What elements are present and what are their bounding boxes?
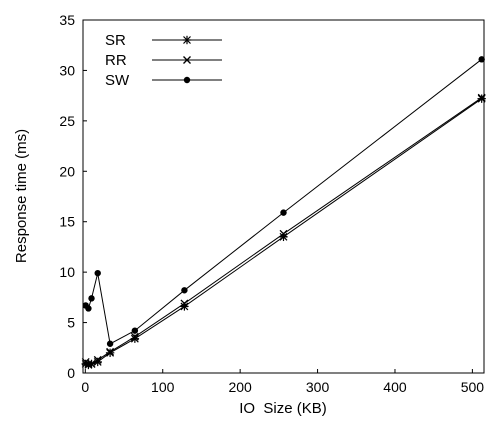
legend-item-sw: SW xyxy=(105,72,222,89)
data-point-sr xyxy=(105,348,115,358)
data-point-sw xyxy=(85,305,92,312)
plot-area-border xyxy=(82,19,485,374)
data-point-rr xyxy=(180,299,189,308)
data-point-rr xyxy=(130,332,139,341)
y-tick-label: 25 xyxy=(59,113,75,129)
plot-frame xyxy=(82,19,485,374)
x-axis: 0 100 200 300 400 500 xyxy=(81,369,484,395)
data-point-sr xyxy=(130,334,140,343)
data-point-sw xyxy=(280,209,287,216)
legend-marker-rr xyxy=(183,56,191,64)
legend-item-rr: RR xyxy=(105,52,222,69)
data-point-sw xyxy=(478,56,485,63)
legend-label-sw: SW xyxy=(105,72,130,89)
y-axis: 0 5 10 15 20 25 30 35 xyxy=(59,12,87,381)
data-point-sw xyxy=(94,269,101,277)
legend-marker-sr xyxy=(182,35,192,45)
x-tick-label: 300 xyxy=(306,379,330,395)
legend-item-sr: SR xyxy=(105,32,222,49)
y-tick-label: 0 xyxy=(67,365,75,381)
y-tick-label: 30 xyxy=(59,62,75,78)
y-tick-label: 35 xyxy=(59,12,75,28)
data-point-sw xyxy=(181,287,188,294)
data-point-sw xyxy=(106,340,114,347)
x-axis-title: IO Size (KB) xyxy=(239,400,327,417)
y-tick-label: 20 xyxy=(59,163,75,179)
series-markers xyxy=(81,56,486,370)
data-point-sw xyxy=(131,327,139,334)
x-tick-label: 200 xyxy=(228,379,252,395)
x-tick-label: 0 xyxy=(81,379,89,395)
x-tick-label: 400 xyxy=(383,379,407,395)
series-line-rr xyxy=(85,97,482,365)
legend-label-rr: RR xyxy=(105,52,127,69)
legend: SR RR SW xyxy=(105,32,222,89)
y-tick-label: 15 xyxy=(59,214,75,230)
data-point-sr xyxy=(477,94,486,103)
legend-marker-sw xyxy=(183,76,191,84)
legend-label-sr: SR xyxy=(105,32,126,49)
series-line-sw xyxy=(85,58,483,345)
y-tick-label: 10 xyxy=(59,264,75,280)
y-axis-title: Response time (ms) xyxy=(13,129,30,263)
data-point-rr xyxy=(477,93,486,102)
data-point-sw xyxy=(88,295,95,302)
x-tick-label: 100 xyxy=(151,379,175,395)
data-point-rr xyxy=(279,229,288,238)
data-point-rr xyxy=(93,355,102,364)
data-point-rr xyxy=(87,359,96,368)
data-point-sr xyxy=(93,357,102,367)
x-tick-label: 500 xyxy=(461,379,485,395)
data-point-rr xyxy=(106,347,115,356)
data-point-rr xyxy=(84,359,93,368)
y-tick-label: 5 xyxy=(67,315,75,331)
